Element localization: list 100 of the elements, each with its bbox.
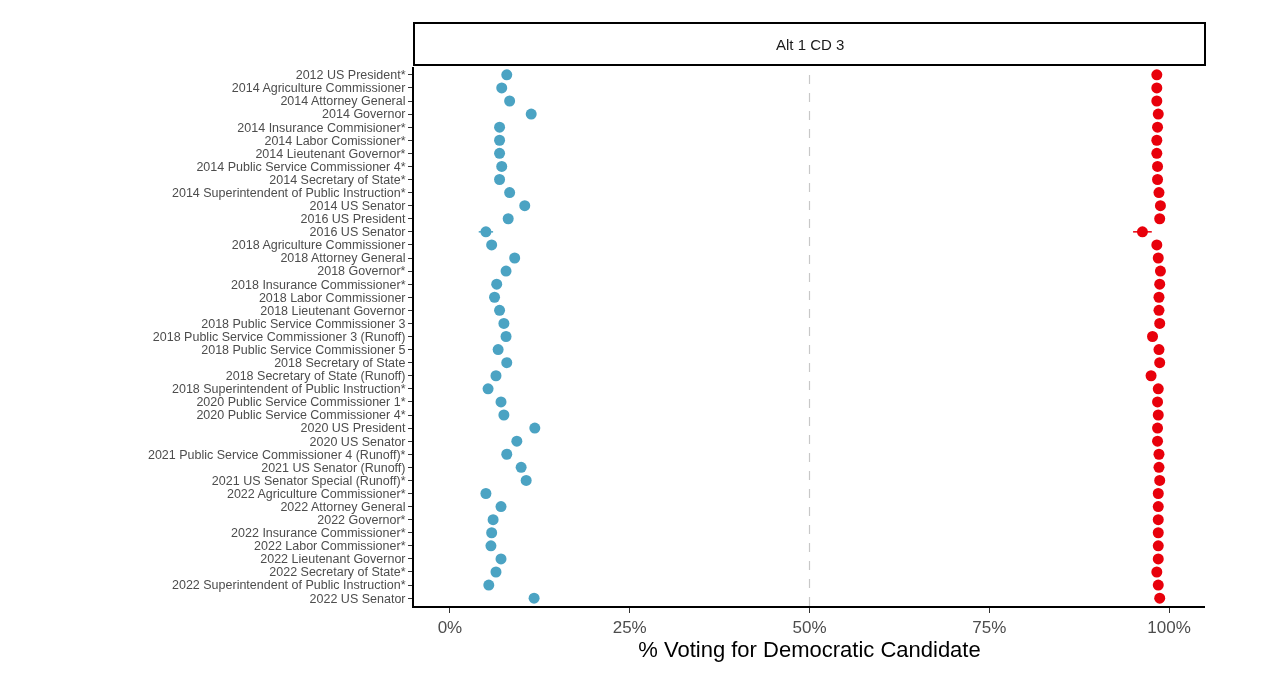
y-tick-label: 2012 US President* (295, 68, 406, 83)
y-tick-label: 2016 US Senator (309, 225, 406, 240)
y-tick-label: 2020 US President (300, 421, 407, 436)
point (1152, 383, 1164, 395)
point (496, 160, 508, 172)
point (1154, 592, 1166, 604)
y-tick-label: 2018 Attorney General (280, 251, 406, 266)
point (495, 553, 507, 565)
point (501, 448, 513, 460)
point (509, 252, 521, 264)
point (1152, 396, 1164, 408)
point (1151, 239, 1163, 251)
point (501, 69, 513, 81)
point (1153, 461, 1165, 473)
point (486, 527, 498, 539)
point (1152, 487, 1164, 499)
y-tick-label: 2018 Lieutenant Governor (260, 303, 406, 318)
y-tick-label: 2022 Governor* (317, 513, 406, 528)
point (1154, 213, 1166, 225)
point (525, 108, 537, 120)
point (483, 579, 495, 591)
y-tick-label: 2014 Labor Comissioner* (264, 133, 406, 148)
point (490, 370, 502, 382)
point (502, 213, 514, 225)
point (480, 226, 492, 238)
y-tick-label: 2018 Public Service Commissioner 3 (201, 316, 406, 331)
y-tick-label: 2018 Secretary of State (274, 356, 406, 371)
y-tick-label: 2022 Insurance Commissioner* (231, 526, 406, 541)
point (500, 265, 512, 277)
point (1153, 448, 1165, 460)
point (501, 357, 513, 369)
point (1152, 579, 1164, 591)
point (1152, 108, 1164, 120)
point (529, 422, 541, 434)
y-tick-label: 2022 US Senator (309, 591, 406, 606)
y-tick-label: 2021 US Senator Special (Runoff)* (211, 473, 406, 488)
point (494, 147, 506, 159)
point (1152, 422, 1164, 434)
y-tick-label: 2014 Lieutenant Governor* (255, 146, 406, 161)
point (480, 487, 492, 499)
point (1154, 265, 1166, 277)
point (1154, 474, 1166, 486)
point (1152, 514, 1164, 526)
point (486, 239, 498, 251)
y-tick-label: 2020 Public Service Commissioner 4* (196, 408, 406, 423)
x-tick-label: 50% (792, 618, 827, 638)
x-tick-label: 75% (972, 618, 1007, 638)
y-tick-label: 2014 Secretary of State* (269, 172, 406, 187)
point (1154, 200, 1166, 212)
point (1152, 121, 1164, 133)
x-tick-label: 25% (612, 618, 647, 638)
y-tick-label: 2022 Lieutenant Governor (260, 552, 406, 567)
point (1136, 226, 1148, 238)
point (1154, 278, 1166, 290)
y-tick-label: 2014 Insurance Commisioner* (237, 120, 406, 135)
point (1152, 501, 1164, 513)
point (495, 501, 507, 513)
point (1147, 331, 1159, 342)
y-tick-label: 2020 US Senator (309, 434, 406, 449)
point (1153, 344, 1165, 356)
y-tick-label: 2022 Superintendent of Public Instruction* (172, 578, 406, 593)
point (1152, 409, 1164, 421)
point (1152, 252, 1164, 264)
y-tick-label: 2014 Attorney General (280, 94, 406, 109)
y-tick-label: 2018 Superintendent of Public Instruction* (172, 382, 406, 397)
point (498, 317, 510, 329)
point (490, 566, 502, 578)
point (1152, 435, 1164, 447)
point (1151, 134, 1163, 146)
y-tick-label: 2014 Agriculture Commissioner (231, 81, 406, 96)
point (520, 474, 532, 486)
y-tick-label: 2018 Secretary of State (Runoff) (225, 369, 406, 384)
point (528, 592, 540, 604)
y-tick-label: 2018 Public Service Commissioner 3 (Runoff) (152, 329, 406, 344)
y-tick-label: 2018 Labor Commissioner (258, 290, 406, 305)
point (495, 396, 507, 408)
point (1151, 82, 1163, 94)
point (494, 304, 506, 316)
point (487, 514, 499, 526)
point (1154, 357, 1166, 369)
point (1154, 317, 1166, 329)
point (1151, 69, 1163, 81)
y-tick-label: 2022 Labor Commissioner* (254, 539, 406, 554)
point (1152, 160, 1164, 172)
y-tick-label: 2014 Superintendent of Public Instruction* (172, 185, 406, 200)
point (500, 331, 512, 342)
x-tick-label: 0% (437, 618, 463, 638)
point (496, 82, 508, 94)
point (482, 383, 494, 395)
y-tick-label: 2022 Attorney General (280, 499, 406, 514)
point (1152, 553, 1164, 565)
y-tick-label: 2022 Secretary of State* (269, 565, 406, 580)
chart-title: Alt 1 CD 3 (776, 36, 845, 53)
y-tick-label: 2020 Public Service Commissioner 1* (196, 395, 406, 410)
y-tick-label: 2016 US President (300, 212, 407, 227)
point (491, 278, 503, 290)
point (1153, 187, 1165, 199)
point (1151, 95, 1163, 107)
point (1151, 147, 1163, 159)
x-tick-label: 100% (1147, 618, 1191, 638)
